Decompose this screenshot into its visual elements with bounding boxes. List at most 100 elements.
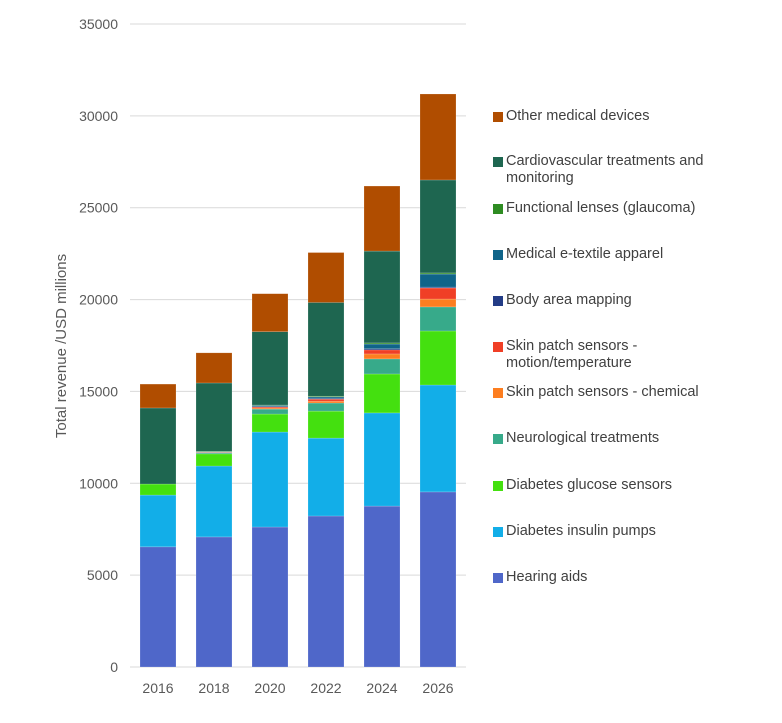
legend-item: Functional lenses (glaucoma) <box>493 200 695 217</box>
bar-segment <box>419 306 457 332</box>
bar-segment <box>307 437 345 517</box>
legend-label: Cardiovascular treatments and monitoring <box>506 153 703 187</box>
legend-swatch <box>493 573 503 583</box>
bar-segment <box>251 431 289 528</box>
legend-item: Cardiovascular treatments and monitoring <box>493 153 703 187</box>
bar-segment <box>251 526 289 668</box>
bar-segment <box>419 330 457 386</box>
legend-swatch <box>493 204 503 214</box>
legend-label: Hearing aids <box>506 569 588 585</box>
y-tick-label: 5000 <box>87 567 118 583</box>
legend-swatch <box>493 434 503 444</box>
legend-swatch <box>493 388 503 398</box>
bar-segment <box>419 298 457 308</box>
y-tick-label: 30000 <box>79 108 118 124</box>
bar-segment <box>307 402 345 412</box>
legend-swatch <box>493 250 503 260</box>
x-tick-label: 2026 <box>422 680 453 696</box>
y-axis-ticks: 0 5000 10000 15000 20000 25000 30000 35000 <box>79 16 118 675</box>
bar-segment <box>363 353 401 360</box>
x-tick-label: 2020 <box>254 680 285 696</box>
bar-segment <box>195 453 233 467</box>
x-tick-label: 2016 <box>142 680 173 696</box>
bar-segment <box>251 408 289 415</box>
bar-segment <box>419 273 457 288</box>
legend-item: Diabetes insulin pumps <box>493 523 656 540</box>
bar-segment <box>251 331 289 406</box>
legend-item: Diabetes glucose sensors <box>493 477 672 494</box>
bar-stack-2018 <box>195 352 233 668</box>
bar-segment <box>195 536 233 668</box>
bar-segment <box>363 250 401 344</box>
legend-swatch <box>493 481 503 491</box>
gridlines <box>130 23 466 668</box>
bar-stack-2020 <box>251 293 289 668</box>
legend-item: Medical e-textile apparel <box>493 246 663 263</box>
bar-segment <box>139 483 177 496</box>
bar-stacks <box>139 93 457 668</box>
bar-segment <box>139 546 177 668</box>
legend-item: Skin patch sensors - motion/temperature <box>493 338 637 372</box>
legend-label: Diabetes glucose sensors <box>506 477 673 493</box>
bar-segment <box>195 382 233 452</box>
bar-segment <box>419 491 457 668</box>
y-tick-label: 25000 <box>79 200 118 216</box>
x-tick-label: 2024 <box>366 680 397 696</box>
legend-label: Medical e-textile apparel <box>506 246 664 262</box>
legend-item: Body area mapping <box>493 292 632 309</box>
legend-swatch <box>493 527 503 537</box>
legend-label: Functional lenses (glaucoma) <box>506 200 696 216</box>
bar-segment <box>363 185 401 252</box>
legend-label: Skin patch sensors - motion/temperature <box>506 338 637 372</box>
legend-swatch <box>493 157 503 167</box>
legend-label-line: monitoring <box>506 170 574 186</box>
legend-label-line: Cardiovascular treatments and <box>506 153 704 169</box>
legend-label-line: Skin patch sensors - <box>506 338 638 354</box>
bar-stack-2024 <box>363 185 401 668</box>
bar-segment <box>419 93 457 181</box>
bar-segment <box>307 302 345 397</box>
legend-item: Hearing aids <box>493 569 587 586</box>
x-axis-ticks: 2016 2018 2020 2022 2024 2026 <box>142 680 453 696</box>
bar-stack-2026 <box>419 93 457 668</box>
bar-segment <box>195 465 233 538</box>
bar-segment <box>363 373 401 414</box>
bar-segment <box>419 384 457 493</box>
bar-stack-2022 <box>307 252 345 668</box>
bar-segment <box>363 412 401 507</box>
bar-segment <box>419 287 457 300</box>
legend-label: Neurological treatments <box>506 430 660 446</box>
bar-segment <box>139 407 177 485</box>
bar-segment <box>195 352 233 384</box>
legend-item: Neurological treatments <box>493 430 659 447</box>
legend-item: Skin patch sensors - chemical <box>493 384 699 401</box>
y-tick-label: 35000 <box>79 16 118 32</box>
bar-segment <box>307 410 345 439</box>
bar-segment <box>307 398 345 402</box>
legend-swatch <box>493 342 503 352</box>
bar-segment <box>307 252 345 303</box>
bar-segment <box>307 400 345 404</box>
legend-swatch <box>493 296 503 306</box>
bar-segment <box>363 358 401 375</box>
y-tick-label: 20000 <box>79 292 118 308</box>
legend-label: Skin patch sensors - chemical <box>506 384 699 400</box>
legend-label: Diabetes insulin pumps <box>506 523 656 539</box>
bar-stack-2016 <box>139 383 177 668</box>
bar-segment <box>251 413 289 433</box>
bar-segment <box>251 293 289 332</box>
bar-segment <box>419 179 457 274</box>
legend-label-line: motion/temperature <box>506 355 632 371</box>
x-tick-label: 2018 <box>198 680 229 696</box>
bar-segment <box>363 505 401 668</box>
bar-segment <box>363 343 401 350</box>
legend-label: Other medical devices <box>506 108 650 124</box>
y-axis-title: Total revenue /USD millions <box>53 254 70 438</box>
bar-segment <box>363 349 401 355</box>
legend-swatch <box>493 112 503 122</box>
bar-segment <box>139 494 177 548</box>
legend-item: Other medical devices <box>493 108 649 125</box>
x-tick-label: 2022 <box>310 680 341 696</box>
y-tick-label: 10000 <box>79 475 118 491</box>
